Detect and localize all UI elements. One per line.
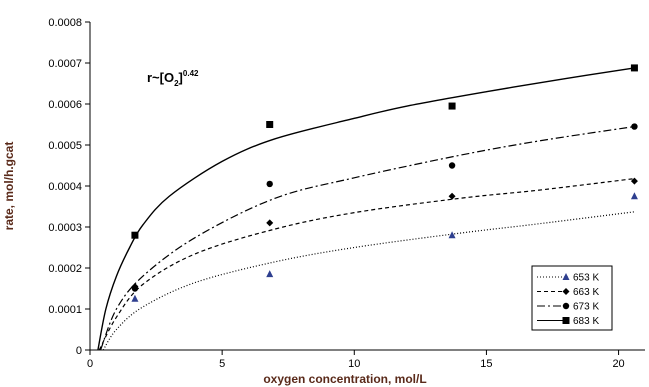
fit-curve-663-k: [98, 178, 635, 351]
y-tick-label: 0.0005: [48, 140, 82, 152]
y-tick-label: 0: [76, 345, 82, 357]
annotation-close: ]: [179, 70, 183, 85]
annotation-exponent: 0.42: [183, 69, 199, 78]
y-tick-label: 0.0004: [48, 181, 82, 193]
x-tick-label: 0: [87, 358, 93, 370]
y-tick-label: 0.0006: [48, 99, 82, 111]
legend-label: 673 K: [573, 302, 599, 313]
y-ticks: 0 0.0001 0.0002 0.0003 0.0004 0.0005 0.0006 0.0…: [48, 17, 90, 357]
data-point-683-k: [448, 102, 456, 110]
data-point-683-k: [131, 231, 139, 239]
fit-curve-683-k: [97, 67, 635, 351]
data-point-663-k: [266, 219, 274, 227]
data-point-663-k: [448, 192, 456, 200]
y-axis-title: rate, mol/h.gcat: [2, 142, 16, 231]
rate-law-annotation: r~[O2]0.42: [147, 69, 199, 88]
data-point-673-k: [131, 285, 139, 292]
data-point-683-k: [630, 64, 638, 72]
x-tick-label: 20: [612, 358, 624, 370]
x-axis-title: oxygen concentration, mol/L: [263, 372, 426, 386]
data-point-683-k: [266, 121, 274, 128]
legend-box: [531, 265, 613, 331]
annotation-sub: 2: [174, 79, 179, 88]
data-point-673-k: [631, 123, 638, 130]
data-point-663-k: [630, 177, 638, 185]
legend-marker: [562, 302, 570, 310]
x-ticks: 0 5 10 15 20: [87, 350, 625, 370]
y-tick-label: 0.0007: [48, 58, 82, 70]
x-tick-label: 15: [480, 358, 492, 370]
legend-marker: [562, 288, 570, 295]
y-tick-label: 0.0001: [48, 304, 82, 316]
data-point-653-k: [448, 231, 456, 239]
legend-marker: [562, 273, 570, 280]
fit-curves: [97, 67, 635, 351]
y-tick-label: 0.0002: [48, 263, 82, 275]
annotation-base: r~[O: [147, 70, 174, 85]
data-point-653-k: [266, 270, 274, 278]
data-markers: [131, 64, 638, 302]
legend-marker: [562, 317, 570, 324]
data-point-653-k: [131, 294, 139, 302]
legend: 653 K 663 K 673 K 683 K: [531, 265, 613, 331]
data-point-653-k: [630, 192, 638, 200]
data-point-673-k: [448, 162, 456, 169]
x-tick-label: 5: [219, 358, 225, 370]
data-point-673-k: [266, 180, 273, 188]
legend-label: 653 K: [573, 273, 599, 284]
legend-label: 683 K: [573, 316, 599, 327]
y-tick-label: 0.0008: [48, 17, 82, 29]
x-tick-label: 10: [348, 358, 360, 370]
fit-curve-653-k: [102, 211, 635, 351]
fit-curve-673-k: [100, 125, 635, 351]
legend-label: 663 K: [573, 287, 599, 298]
y-tick-label: 0.0003: [48, 222, 82, 234]
